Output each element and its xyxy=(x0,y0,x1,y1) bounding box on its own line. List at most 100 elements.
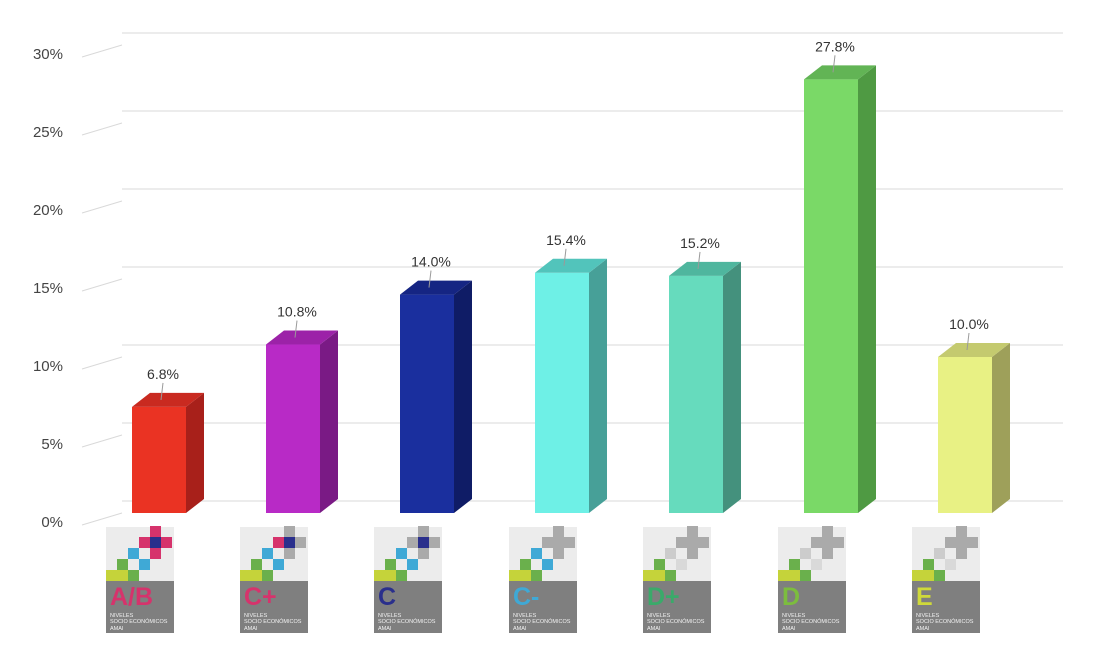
logo-square xyxy=(418,526,429,537)
logo-square xyxy=(553,548,564,559)
grid-diagonal xyxy=(81,122,123,136)
y-tick-label: 0% xyxy=(41,514,63,531)
logo-subtitle: NIVELES xyxy=(244,613,268,619)
bar-dplus xyxy=(669,251,741,513)
leader-line xyxy=(563,248,567,266)
logo-subtitle: SOCIO ECONÓMICOS xyxy=(782,618,840,625)
bars xyxy=(132,55,1010,513)
logo-subtitle: NIVELES xyxy=(110,613,134,619)
logo-square xyxy=(912,570,934,581)
logo-square xyxy=(531,548,542,559)
logo-square xyxy=(374,570,396,581)
logo-subtitle: SOCIO ECONÓMICOS xyxy=(244,618,302,625)
bar-cminus xyxy=(535,248,607,513)
bar-ab xyxy=(132,382,204,513)
logo-square xyxy=(956,526,967,537)
logo-square xyxy=(150,537,161,548)
logo-square xyxy=(396,548,407,559)
logo-square xyxy=(945,537,956,548)
logo-square xyxy=(284,548,295,559)
logo-square xyxy=(139,559,150,570)
logo-letter: C+ xyxy=(244,583,277,611)
logo-square xyxy=(520,559,531,570)
bar-top xyxy=(400,280,472,295)
bar-top xyxy=(535,258,607,273)
logo-square xyxy=(150,548,161,559)
data-label-c: 14.0% xyxy=(411,254,451,270)
logo-bottom-panel xyxy=(240,581,308,633)
logo-subtitle: NIVELES xyxy=(378,613,402,619)
logo-square xyxy=(956,548,967,559)
data-label-d: 27.8% xyxy=(815,38,855,54)
logo-square xyxy=(833,537,844,548)
bar-front xyxy=(669,275,723,513)
logo-square xyxy=(654,559,665,570)
y-tick-label: 30% xyxy=(33,46,63,63)
bar-side xyxy=(589,258,607,513)
logo-letter: D xyxy=(782,583,800,611)
logo-square xyxy=(676,537,687,548)
logo-square xyxy=(407,559,418,570)
bar-front xyxy=(804,79,858,513)
logo-square xyxy=(284,526,295,537)
leader-line xyxy=(966,332,970,351)
logo-subtitle: NIVELES xyxy=(782,613,806,619)
y-tick-label: 20% xyxy=(33,202,63,219)
bar-side xyxy=(320,330,338,513)
data-label-e: 10.0% xyxy=(949,316,989,332)
logo-bottom-panel xyxy=(374,581,442,633)
logo-square xyxy=(564,537,575,548)
logo-square xyxy=(967,537,978,548)
logo-square xyxy=(128,548,139,559)
logo-bottom-panel xyxy=(509,581,577,633)
leader-line xyxy=(428,270,432,288)
logo-square xyxy=(161,537,172,548)
bar-side xyxy=(992,343,1010,513)
logo-square xyxy=(811,537,822,548)
data-label-cplus: 10.8% xyxy=(277,304,317,320)
logo-square xyxy=(295,537,306,548)
logo-bottom-panel xyxy=(106,581,174,633)
logo-square xyxy=(676,559,687,570)
bar-front xyxy=(535,272,589,513)
logo-subtitle: SOCIO ECONÓMICOS xyxy=(916,618,974,625)
logo-square xyxy=(822,548,833,559)
grid-diagonal xyxy=(81,200,123,214)
logo-square xyxy=(273,559,284,570)
logo-square xyxy=(934,570,945,581)
leader-line xyxy=(832,55,836,73)
logo-square xyxy=(407,537,418,548)
bar-cplus xyxy=(266,320,338,513)
logo-square xyxy=(643,570,665,581)
bar-side xyxy=(186,392,204,513)
logo-square xyxy=(687,537,698,548)
logo-letter: D+ xyxy=(647,583,680,611)
logo-square xyxy=(139,537,150,548)
logo-square xyxy=(418,548,429,559)
bar-top xyxy=(804,65,876,80)
logo-square xyxy=(509,570,531,581)
logo-square xyxy=(665,548,676,559)
logo-square xyxy=(553,526,564,537)
bar-front xyxy=(132,406,186,513)
logo-subtitle: AMAI xyxy=(513,626,527,632)
leader-line xyxy=(160,382,164,400)
logo-square xyxy=(385,559,396,570)
data-label-cminus: 15.4% xyxy=(546,232,586,248)
leader-line xyxy=(697,251,701,269)
logo-square xyxy=(687,526,698,537)
y-tick-label: 15% xyxy=(33,280,63,297)
logo-subtitle: SOCIO ECONÓMICOS xyxy=(378,618,436,625)
logo-square xyxy=(240,570,262,581)
logo-square xyxy=(429,537,440,548)
logo-square xyxy=(542,559,553,570)
bar-top xyxy=(266,330,338,345)
grid-diagonal xyxy=(81,278,123,292)
logo-subtitle: SOCIO ECONÓMICOS xyxy=(513,618,571,625)
logo-square xyxy=(262,570,273,581)
logo-square xyxy=(531,570,542,581)
